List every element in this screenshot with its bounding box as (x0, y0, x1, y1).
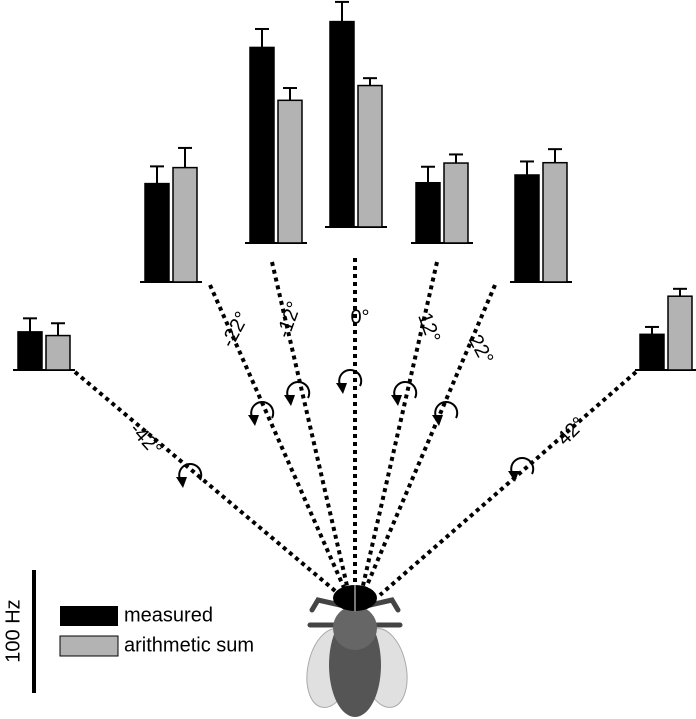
legend-label: arithmetic sum (124, 634, 254, 656)
arrow-head (284, 395, 295, 406)
bar (667, 295, 693, 371)
bar (639, 333, 665, 371)
angle-label: 22° (464, 331, 498, 368)
bar (45, 334, 71, 371)
direction-line (378, 370, 638, 597)
scale-bar-label: 100 Hz (2, 599, 24, 662)
rotation-arrow (178, 463, 203, 482)
legend-swatch (60, 606, 118, 626)
arrow-head (248, 415, 259, 426)
arrow-head (508, 471, 519, 482)
rotation-arrow (510, 457, 535, 476)
angle-label: 42° (553, 413, 590, 450)
rotation-arrow (338, 369, 363, 388)
bar (329, 20, 355, 228)
fly (306, 585, 408, 717)
rotation-arrow (250, 401, 275, 420)
direction-line (270, 261, 350, 591)
rotation-arrow (434, 401, 459, 420)
direction-line (360, 261, 439, 591)
bar (542, 161, 568, 283)
bar (443, 162, 469, 244)
legend-label: measured (124, 604, 213, 626)
bar (172, 166, 198, 283)
angle-label: -42° (125, 418, 166, 460)
bar (249, 46, 275, 244)
bar (144, 182, 170, 283)
bar (17, 331, 43, 371)
legend-swatch (59, 635, 119, 657)
arrow-head (432, 415, 443, 426)
bar (357, 84, 383, 228)
direction-line (73, 370, 342, 597)
arrow-head (336, 383, 347, 394)
rotation-arrow (393, 381, 418, 400)
bar (514, 174, 540, 283)
arrow-head (391, 395, 402, 406)
rotation-arrow (286, 381, 311, 400)
angle-label: 0° (350, 306, 369, 328)
arrow-head (176, 477, 187, 488)
angle-label: -12° (273, 299, 306, 341)
bar (277, 99, 303, 244)
bar (415, 181, 441, 244)
